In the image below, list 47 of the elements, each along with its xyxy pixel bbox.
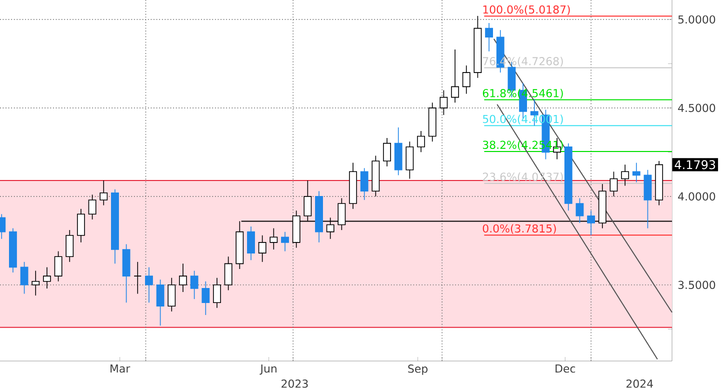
candlestick bbox=[621, 164, 630, 186]
candlestick bbox=[134, 262, 142, 294]
candlestick bbox=[440, 90, 448, 116]
candlestick bbox=[360, 168, 368, 200]
candlestick bbox=[247, 226, 255, 261]
candlestick bbox=[485, 22, 493, 52]
candlestick bbox=[610, 171, 618, 197]
candlestick bbox=[168, 277, 176, 312]
x-tick-label: Jun bbox=[260, 364, 276, 375]
annotation: 0.0%(3.7815) bbox=[482, 224, 556, 234]
candlestick bbox=[258, 234, 266, 262]
candlestick bbox=[576, 198, 584, 224]
candlestick bbox=[383, 138, 391, 167]
y-tick-label: 5.0000 bbox=[678, 15, 716, 24]
candlestick bbox=[213, 277, 221, 308]
candlestick bbox=[145, 266, 153, 303]
candlestick bbox=[202, 280, 210, 316]
candlestick bbox=[190, 270, 198, 300]
x2-tick-label: 2023 bbox=[282, 380, 308, 388]
text: 4.1793 bbox=[674, 160, 716, 170]
candlestick bbox=[156, 279, 164, 326]
candlestick bbox=[43, 266, 51, 289]
candlestick bbox=[179, 263, 187, 292]
candlestick bbox=[587, 210, 596, 236]
annotation: 100.0%(5.0187) bbox=[483, 5, 570, 15]
candlestick bbox=[20, 262, 28, 294]
y-tick-label: 3.5000 bbox=[678, 280, 716, 290]
candlestick bbox=[66, 230, 74, 262]
x2-tick-label: 2024 bbox=[626, 380, 653, 388]
candlestick bbox=[417, 130, 425, 153]
candlestick bbox=[77, 208, 85, 243]
candlestick bbox=[462, 65, 470, 94]
x-tick-label: Mar bbox=[110, 364, 130, 373]
candlestick bbox=[32, 270, 40, 296]
candlestick bbox=[88, 194, 96, 220]
candlestick bbox=[270, 228, 278, 250]
candlestick bbox=[224, 256, 232, 291]
candlestick bbox=[100, 180, 108, 206]
candlestick bbox=[406, 141, 414, 180]
y-tick-label: 4.5000 bbox=[678, 104, 716, 112]
candlestick bbox=[281, 231, 289, 252]
x-tick-label: Sep bbox=[408, 364, 428, 375]
y-tick-label: 4.0000 bbox=[678, 192, 716, 201]
candlestick bbox=[451, 49, 459, 104]
candlestick bbox=[632, 162, 640, 183]
x-tick-label: Dec bbox=[556, 364, 576, 373]
candlestick bbox=[54, 250, 62, 282]
